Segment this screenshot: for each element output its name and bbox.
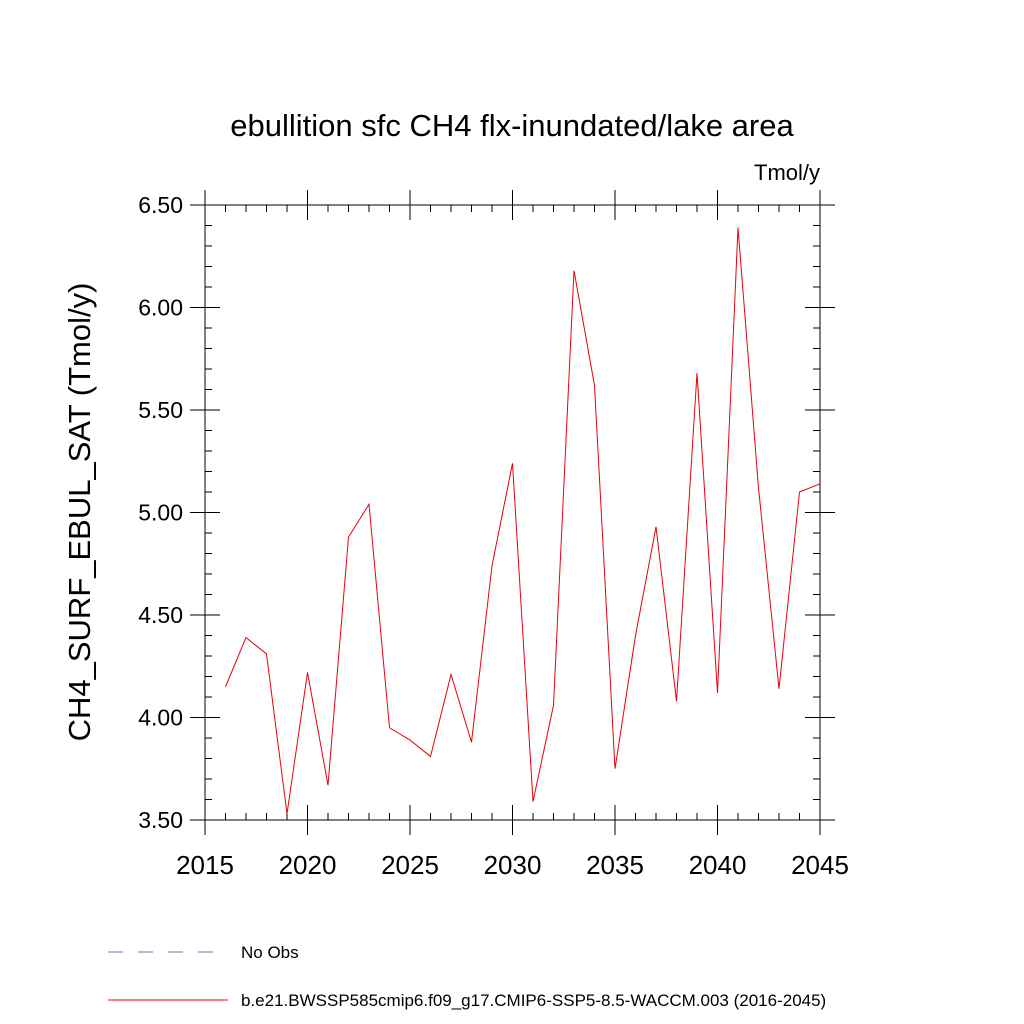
y-tick-label: 4.00 — [138, 705, 183, 731]
axis-ticks — [190, 190, 835, 835]
y-tick-label: 5.00 — [138, 500, 183, 526]
x-tick-label: 2020 — [279, 850, 337, 880]
x-tick-label: 2045 — [791, 850, 849, 880]
x-tick-label: 2040 — [689, 850, 747, 880]
y-tick-labels: 3.50 4.00 4.50 5.00 5.50 6.00 6.50 — [138, 192, 183, 833]
y-tick-label: 3.50 — [138, 807, 183, 833]
legend-label: b.e21.BWSSP585cmip6.f09_g17.CMIP6-SSP5-8… — [241, 991, 826, 1010]
plot-frame — [204, 204, 821, 821]
legend: No Obs b.e21.BWSSP585cmip6.f09_g17.CMIP6-… — [108, 943, 826, 1010]
y-tick-label: 6.00 — [138, 295, 183, 321]
chart-title: ebullition sfc CH4 flx-inundated/lake ar… — [230, 108, 794, 143]
y-tick-label: 4.50 — [138, 602, 183, 628]
y-tick-label: 5.50 — [138, 397, 183, 423]
units-label: Tmol/y — [754, 160, 820, 185]
x-tick-label: 2035 — [586, 850, 644, 880]
x-tick-label: 2025 — [381, 850, 439, 880]
x-tick-labels: 2015 2020 2025 2030 2035 2040 2045 — [176, 850, 849, 880]
series-line-0 — [225, 227, 821, 814]
x-tick-label: 2015 — [176, 850, 234, 880]
y-axis-label: CH4_SURF_EBUL_SAT (Tmol/y) — [62, 283, 97, 742]
legend-label: No Obs — [241, 943, 299, 962]
x-tick-label: 2030 — [484, 850, 542, 880]
series-layer — [225, 227, 821, 814]
y-tick-label: 6.50 — [138, 192, 183, 218]
